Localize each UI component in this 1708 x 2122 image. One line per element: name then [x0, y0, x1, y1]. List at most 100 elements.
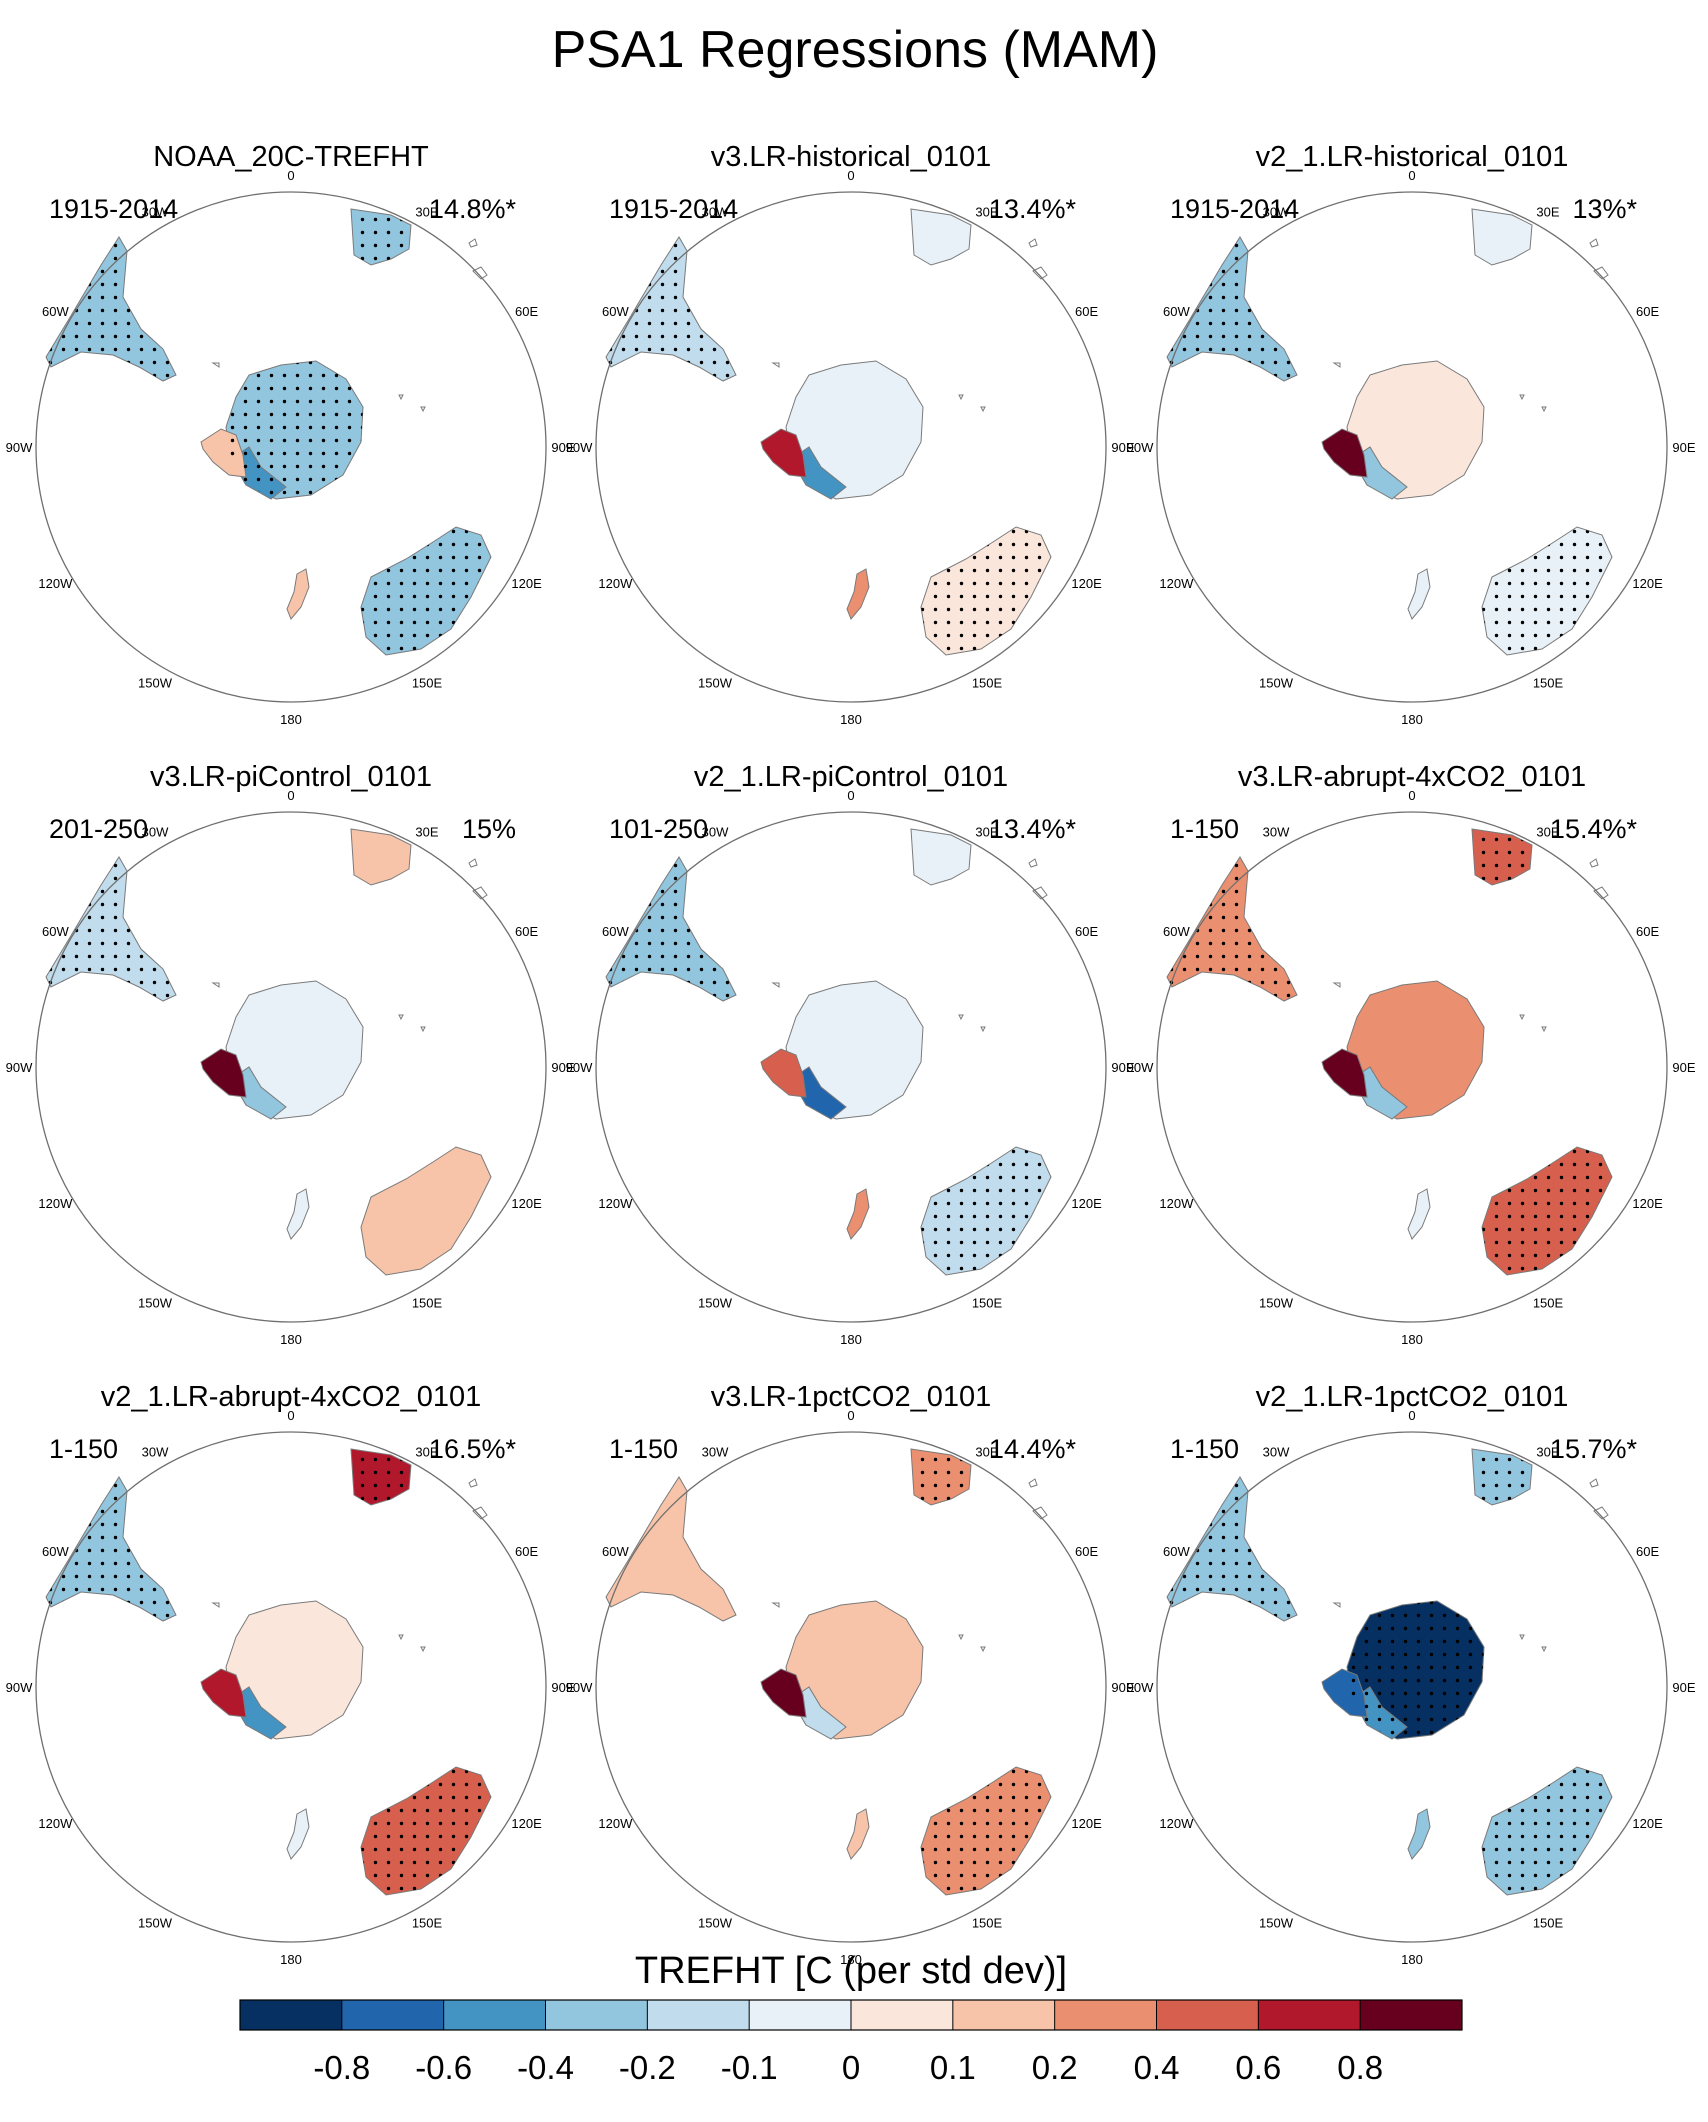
longitude-label: 60W [602, 1544, 629, 1559]
map-boundary [35, 191, 547, 703]
polar-map: 0 30E 60E 90E 120E 150E 180 150W 120W 90W 60W 30W [6, 168, 575, 727]
longitude-label: 0 [1408, 788, 1415, 803]
longitude-label: 30W [142, 1444, 169, 1459]
panel-period: 201-250 [49, 814, 148, 844]
region-west-antarctica [1351, 1066, 1408, 1120]
stipple-australia [361, 527, 491, 655]
island [771, 1602, 780, 1608]
colorbar-tick-label: 0.2 [1032, 2049, 1078, 2086]
longitude-label: 0 [287, 788, 294, 803]
longitude-label: 30W [142, 204, 169, 219]
longitude-label: 30E [975, 824, 998, 839]
longitude-label: 150E [1533, 1296, 1564, 1311]
map-boundary [1156, 1431, 1668, 1943]
panel-period: 1-150 [609, 1434, 678, 1464]
longitude-label: 150E [1533, 1916, 1564, 1931]
panel-percent: 15.4%* [1550, 814, 1638, 844]
island [420, 406, 426, 413]
longitude-label: 60W [42, 1544, 69, 1559]
polar-map: 0 30E 60E 90E 120E 150E 180 150W 120W 90W 60W 30W [1127, 788, 1696, 1347]
longitude-label: 180 [840, 1952, 862, 1967]
longitude-label: 0 [287, 168, 294, 183]
island [1541, 1646, 1547, 1653]
region-new-zealand [286, 568, 310, 620]
island [420, 1026, 426, 1033]
stipple-australia [361, 1767, 491, 1895]
stipple-south-america [46, 237, 176, 381]
region-africa [350, 828, 412, 886]
stipple-south-america [1167, 1477, 1297, 1621]
island [958, 1634, 964, 1641]
longitude-label: 150E [412, 1296, 443, 1311]
panel-title: v3.LR-historical_0101 [711, 141, 991, 173]
colorbar-bin [851, 2000, 953, 2030]
colorbar-tick-label: -0.2 [619, 2049, 676, 2086]
region-west-antarctica [230, 1066, 287, 1120]
polar-map: 0 30E 60E 90E 120E 150E 180 150W 120W 90W 60W 30W [1127, 1408, 1696, 1967]
longitude-label: 60W [1163, 1544, 1190, 1559]
region-peninsula [760, 428, 807, 478]
colorbar-tick-label: -0.6 [415, 2049, 472, 2086]
island [1028, 858, 1038, 868]
panel-period: 101-250 [609, 814, 708, 844]
panel-title: v2_1.LR-abrupt-4xCO2_0101 [101, 1381, 481, 1413]
region-new-zealand [286, 1188, 310, 1240]
colorbar-tick-label: -0.1 [721, 2049, 778, 2086]
polar-map: 0 30E 60E 90E 120E 150E 180 150W 120W 90W 60W 30W [566, 1408, 1135, 1967]
panel-period: 1915-2014 [49, 194, 178, 224]
longitude-label: 30W [1263, 1444, 1290, 1459]
longitude-label: 90E [551, 440, 574, 455]
region-africa [910, 828, 972, 886]
longitude-label: 30W [1263, 204, 1290, 219]
longitude-label: 30W [1263, 824, 1290, 839]
stipple-australia [1482, 1147, 1612, 1275]
island [980, 1026, 986, 1033]
longitude-label: 150W [698, 1916, 733, 1931]
island [1032, 1506, 1048, 1520]
panel-title: v2_1.LR-historical_0101 [1256, 141, 1569, 173]
longitude-label: 90W [6, 440, 33, 455]
longitude-label: 90E [1672, 1680, 1695, 1695]
longitude-label: 120E [511, 1816, 542, 1831]
longitude-label: 90W [566, 440, 593, 455]
region-west-antarctica [1351, 446, 1408, 500]
island [958, 1014, 964, 1021]
longitude-label: 120E [1632, 576, 1663, 591]
longitude-label: 30W [702, 204, 729, 219]
stipple-australia [921, 527, 1051, 655]
region-new-zealand [1407, 1188, 1431, 1240]
panel: v2_1.LR-historical_0101 1915-2014 13%* 0 30E… [1127, 141, 1696, 727]
panel-percent: 14.8%* [429, 194, 517, 224]
longitude-label: 90W [566, 1680, 593, 1695]
longitude-label: 150W [1259, 1916, 1294, 1931]
longitude-label: 120W [1159, 1196, 1194, 1211]
region-new-zealand [846, 1188, 870, 1240]
colorbar-title: TREFHT [C (per std dev)] [635, 1950, 1067, 1992]
region-west-antarctica [230, 1686, 287, 1740]
longitude-label: 150E [972, 1916, 1003, 1931]
panels: NOAA_20C-TREFHT 1915-2014 14.8%* 0 30E 60E 90E… [6, 141, 1696, 1967]
longitude-label: 60E [1636, 1544, 1659, 1559]
longitude-label: 60E [1075, 1544, 1098, 1559]
panel-title: v2_1.LR-1pctCO2_0101 [1256, 1381, 1569, 1413]
panel-title: v2_1.LR-piControl_0101 [694, 761, 1008, 793]
longitude-label: 150E [412, 1916, 443, 1931]
island [211, 1602, 220, 1608]
colorbar-tick-label: -0.4 [517, 2049, 574, 2086]
longitude-label: 60E [1075, 924, 1098, 939]
island [1593, 1506, 1609, 1520]
longitude-label: 90W [6, 1680, 33, 1695]
panel-title: v3.LR-1pctCO2_0101 [711, 1381, 992, 1413]
region-peninsula [200, 1048, 247, 1098]
stipple-south-america [606, 237, 736, 381]
colorbar-tick-label: 0 [842, 2049, 860, 2086]
panel: v2_1.LR-1pctCO2_0101 1-150 15.7%* 0 30E 60E 90… [1127, 1381, 1696, 1967]
longitude-label: 90W [1127, 1680, 1154, 1695]
longitude-label: 150E [412, 676, 443, 691]
panel-period: 1915-2014 [1170, 194, 1299, 224]
island [211, 982, 220, 988]
longitude-label: 60W [1163, 924, 1190, 939]
polar-map: 0 30E 60E 90E 120E 150E 180 150W 120W 90W 60W 30W [566, 168, 1135, 727]
longitude-label: 120W [1159, 576, 1194, 591]
region-australia [360, 1146, 492, 1276]
